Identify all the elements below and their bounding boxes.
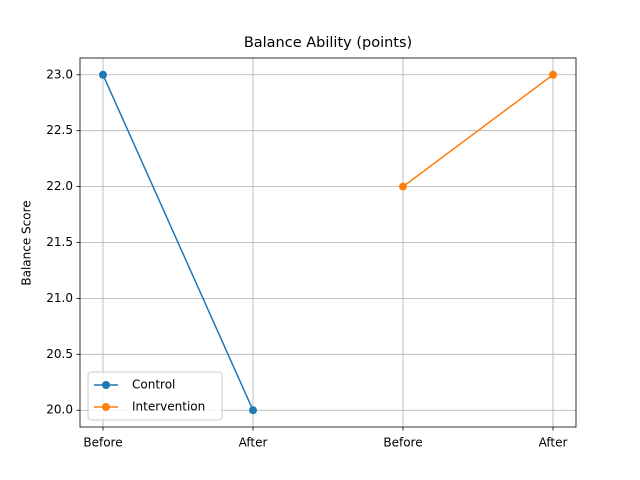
y-tick-label: 20.5 <box>46 347 73 361</box>
legend-label: Intervention <box>132 400 205 414</box>
x-tick-label: After <box>539 436 568 450</box>
point <box>399 182 407 191</box>
legend-label: Control <box>132 378 175 392</box>
series-line <box>102 74 254 411</box>
legend-box <box>87 371 223 421</box>
legend: Control Intervention <box>87 371 223 421</box>
y-tick-label: 20.0 <box>46 403 73 417</box>
point <box>249 406 257 415</box>
x-tick-label: Before <box>383 436 422 450</box>
series-line <box>402 74 554 188</box>
y-tick-label: 21.0 <box>46 291 73 305</box>
chart-title: Balance Ability (points) <box>244 35 412 51</box>
y-tick-label: 23.0 <box>46 67 73 81</box>
legend-marker <box>102 381 110 389</box>
y-axis-label: Balance Score <box>20 200 34 285</box>
y-tick-label: 22.0 <box>46 179 73 193</box>
x-tick-label: Before <box>83 436 122 450</box>
x-tick-label: After <box>239 436 268 450</box>
point <box>99 70 107 79</box>
plot-frame <box>79 57 577 428</box>
y-tick-label: 22.5 <box>46 123 73 137</box>
y-tick-label: 21.5 <box>46 235 73 249</box>
legend-marker <box>102 403 110 411</box>
point <box>549 70 557 79</box>
